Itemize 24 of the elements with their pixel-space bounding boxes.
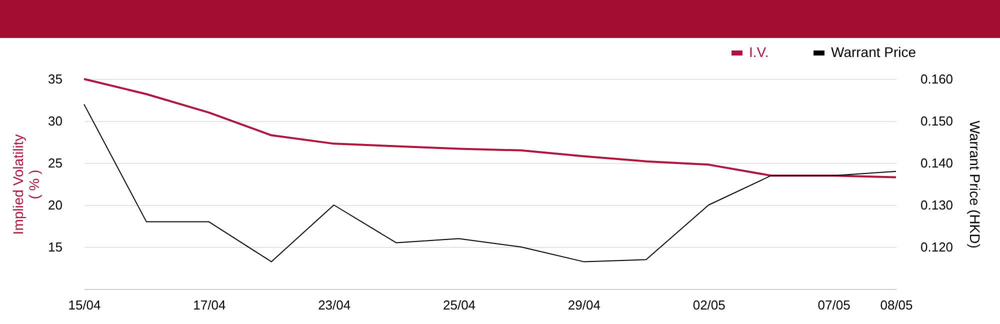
x-tick-label: 08/05 (880, 298, 913, 312)
y2-tick-label: 0.160 (920, 72, 954, 86)
y2-tick-label: 0.120 (920, 240, 954, 254)
legend-label: I.V. (749, 44, 769, 60)
x-tick-label: 23/04 (318, 298, 351, 312)
x-tick-label: 25/04 (442, 298, 476, 312)
y-tick-label: 25 (48, 156, 62, 170)
y-tick-label: 30 (48, 114, 62, 128)
line-series (84, 104, 896, 262)
y-tick-label: 20 (48, 198, 62, 212)
line-series (83, 78, 897, 178)
y-tick-label: 15 (48, 240, 62, 254)
y2-axis-title: Warrant Price (HKD) (967, 120, 984, 248)
x-tick-label: 17/04 (193, 298, 226, 312)
x-tick-label: 15/04 (68, 298, 101, 312)
y2-tick-label: 0.140 (920, 156, 954, 170)
x-tick-label: 02/05 (692, 298, 726, 312)
y2-tick-label: 0.150 (920, 114, 954, 128)
y-axis-title: Implied Volatility ( % ) (10, 134, 42, 235)
y2-tick-label: 0.130 (920, 198, 954, 212)
y-tick-label: 35 (48, 72, 62, 86)
x-tick-label: 29/04 (568, 298, 600, 312)
legend-label: Warrant Price (831, 44, 916, 60)
x-tick-label: 07/05 (818, 298, 850, 312)
